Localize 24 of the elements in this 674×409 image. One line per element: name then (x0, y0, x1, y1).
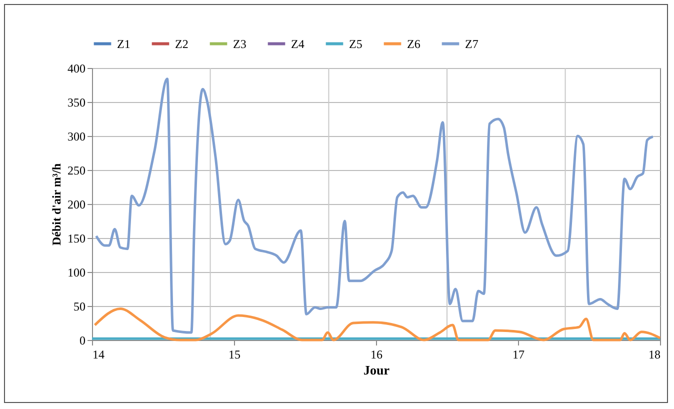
legend-label: Z2 (175, 36, 188, 51)
line-series (95, 78, 654, 334)
y-tick-label: 150 (68, 232, 86, 246)
x-tick-label: 14 (92, 348, 104, 362)
y-axis-title: Débit d'air m³/h (50, 163, 64, 246)
legend-label: Z3 (233, 36, 246, 51)
legend-label: Z6 (407, 36, 420, 51)
legend-label: Z7 (465, 36, 478, 51)
y-tick-label: 300 (68, 130, 86, 144)
y-tick-label: 200 (68, 198, 86, 212)
legend-label: Z5 (349, 36, 362, 51)
y-tick-label: 100 (68, 266, 86, 280)
x-tick-label: 16 (370, 348, 382, 362)
legend-label: Z1 (117, 36, 130, 51)
x-axis-title: Jour (364, 362, 390, 378)
y-tick-label: 400 (68, 62, 86, 76)
legend-label: Z4 (291, 36, 304, 51)
y-tick-label: 0 (80, 334, 86, 348)
x-tick-label: 15 (228, 348, 240, 362)
y-tick-label: 50 (74, 300, 86, 314)
x-tick-label: 18 (648, 348, 660, 362)
x-tick-label: 17 (512, 348, 524, 362)
y-tick-label: 350 (68, 96, 86, 110)
y-tick-label: 250 (68, 164, 86, 178)
